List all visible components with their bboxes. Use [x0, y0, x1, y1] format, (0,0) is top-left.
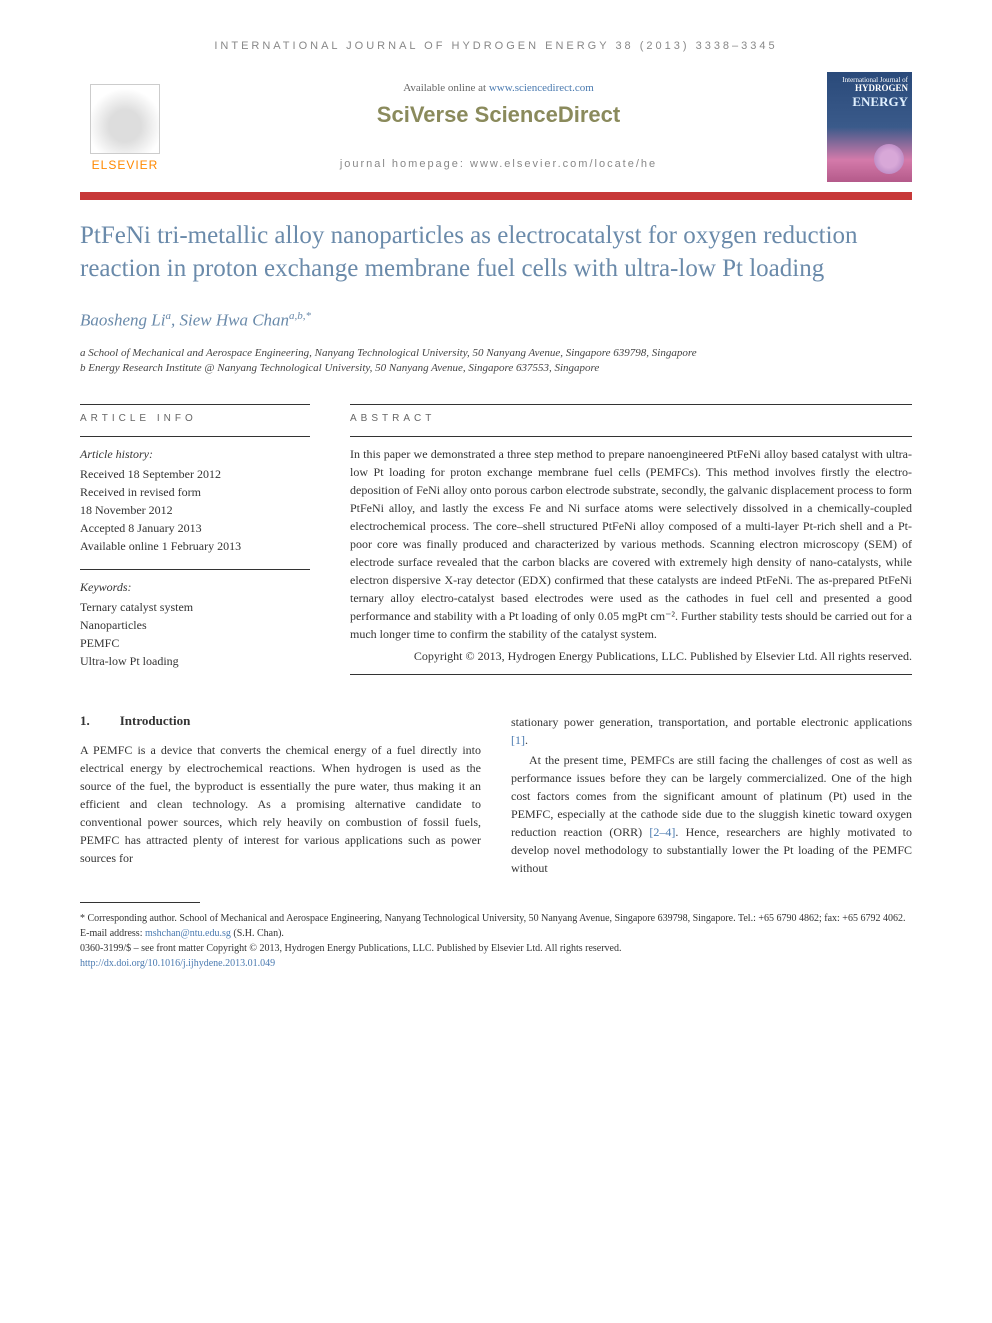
keywords-block: Keywords: Ternary catalyst system Nanopa…	[80, 578, 310, 670]
cover-graphic-icon	[874, 144, 904, 174]
keyword: Nanoparticles	[80, 616, 310, 634]
keywords-label: Keywords:	[80, 578, 310, 596]
corresponding-author: * Corresponding author. School of Mechan…	[80, 911, 912, 926]
accepted-date: Accepted 8 January 2013	[80, 519, 310, 537]
email-label: E-mail address:	[80, 928, 145, 939]
article-history: Article history: Received 18 September 2…	[80, 445, 310, 555]
intro-paragraph-2: At the present time, PEMFCs are still fa…	[511, 751, 912, 877]
header-center: Available online at www.sciencedirect.co…	[185, 72, 812, 170]
keyword: PEMFC	[80, 634, 310, 652]
online-date: Available online 1 February 2013	[80, 537, 310, 555]
section-heading: 1. Introduction	[80, 713, 481, 729]
email-suffix: (S.H. Chan).	[231, 928, 284, 939]
journal-cover: International Journal of HYDROGEN ENERGY	[827, 72, 912, 182]
citation-link[interactable]: [1]	[511, 733, 525, 747]
keyword: Ternary catalyst system	[80, 598, 310, 616]
elsevier-logo: ELSEVIER	[80, 72, 170, 172]
email-line: E-mail address: mshchan@ntu.edu.sg (S.H.…	[80, 926, 912, 941]
divider	[80, 404, 310, 405]
header-block: ELSEVIER Available online at www.science…	[80, 72, 912, 182]
abstract-column: ABSTRACT In this paper we demonstrated a…	[350, 396, 912, 683]
citation-link[interactable]: [2–4]	[649, 825, 675, 839]
authors: Baosheng Lia, Siew Hwa Chana,b,*	[80, 310, 912, 331]
elsevier-name: ELSEVIER	[92, 158, 159, 172]
email-link[interactable]: mshchan@ntu.edu.sg	[145, 928, 231, 939]
homepage-url[interactable]: www.elsevier.com/locate/he	[470, 158, 657, 170]
divider	[350, 436, 912, 437]
sciverse-brand: SciVerse ScienceDirect	[185, 102, 812, 128]
body-column-right: stationary power generation, transportat…	[511, 713, 912, 877]
available-prefix: Available online at	[403, 82, 489, 94]
section-number: 1.	[80, 713, 90, 728]
affiliation-b: b Energy Research Institute @ Nanyang Te…	[80, 361, 912, 376]
divider	[350, 404, 912, 405]
received-date: Received 18 September 2012	[80, 465, 310, 483]
cover-title-hydrogen: HYDROGEN	[831, 84, 908, 94]
text-fragment: .	[525, 733, 528, 747]
sciencedirect-link[interactable]: www.sciencedirect.com	[489, 82, 594, 94]
available-online: Available online at www.sciencedirect.co…	[185, 82, 812, 94]
footnotes: * Corresponding author. School of Mechan…	[80, 911, 912, 971]
text-fragment: stationary power generation, transportat…	[511, 715, 912, 729]
revised-label: Received in revised form	[80, 483, 310, 501]
issn-copyright: 0360-3199/$ – see front matter Copyright…	[80, 941, 912, 956]
affiliation-a: a School of Mechanical and Aerospace Eng…	[80, 346, 912, 361]
title-divider	[80, 192, 912, 200]
keyword: Ultra-low Pt loading	[80, 652, 310, 670]
article-info-heading: ARTICLE INFO	[80, 413, 310, 424]
article-title: PtFeNi tri-metallic alloy nanoparticles …	[80, 220, 912, 285]
journal-homepage: journal homepage: www.elsevier.com/locat…	[185, 158, 812, 170]
intro-paragraph-cont: stationary power generation, transportat…	[511, 713, 912, 749]
intro-paragraph-1: A PEMFC is a device that converts the ch…	[80, 741, 481, 867]
section-title: Introduction	[120, 713, 191, 728]
abstract-copyright: Copyright © 2013, Hydrogen Energy Public…	[350, 649, 912, 664]
abstract-heading: ABSTRACT	[350, 413, 912, 424]
divider	[80, 436, 310, 437]
footnote-divider	[80, 902, 200, 903]
divider	[80, 569, 310, 570]
meta-section: ARTICLE INFO Article history: Received 1…	[80, 396, 912, 683]
running-head: INTERNATIONAL JOURNAL OF HYDROGEN ENERGY…	[80, 40, 912, 52]
cover-title-energy: ENERGY	[831, 94, 908, 110]
body-columns: 1. Introduction A PEMFC is a device that …	[80, 713, 912, 877]
homepage-prefix: journal homepage:	[340, 158, 470, 170]
history-label: Article history:	[80, 445, 310, 463]
elsevier-tree-icon	[90, 84, 160, 154]
doi-link[interactable]: http://dx.doi.org/10.1016/j.ijhydene.201…	[80, 956, 912, 971]
body-column-left: 1. Introduction A PEMFC is a device that …	[80, 713, 481, 877]
divider	[350, 674, 912, 675]
abstract-text: In this paper we demonstrated a three st…	[350, 445, 912, 643]
revised-date: 18 November 2012	[80, 501, 310, 519]
article-info-column: ARTICLE INFO Article history: Received 1…	[80, 396, 310, 683]
affiliations: a School of Mechanical and Aerospace Eng…	[80, 346, 912, 377]
